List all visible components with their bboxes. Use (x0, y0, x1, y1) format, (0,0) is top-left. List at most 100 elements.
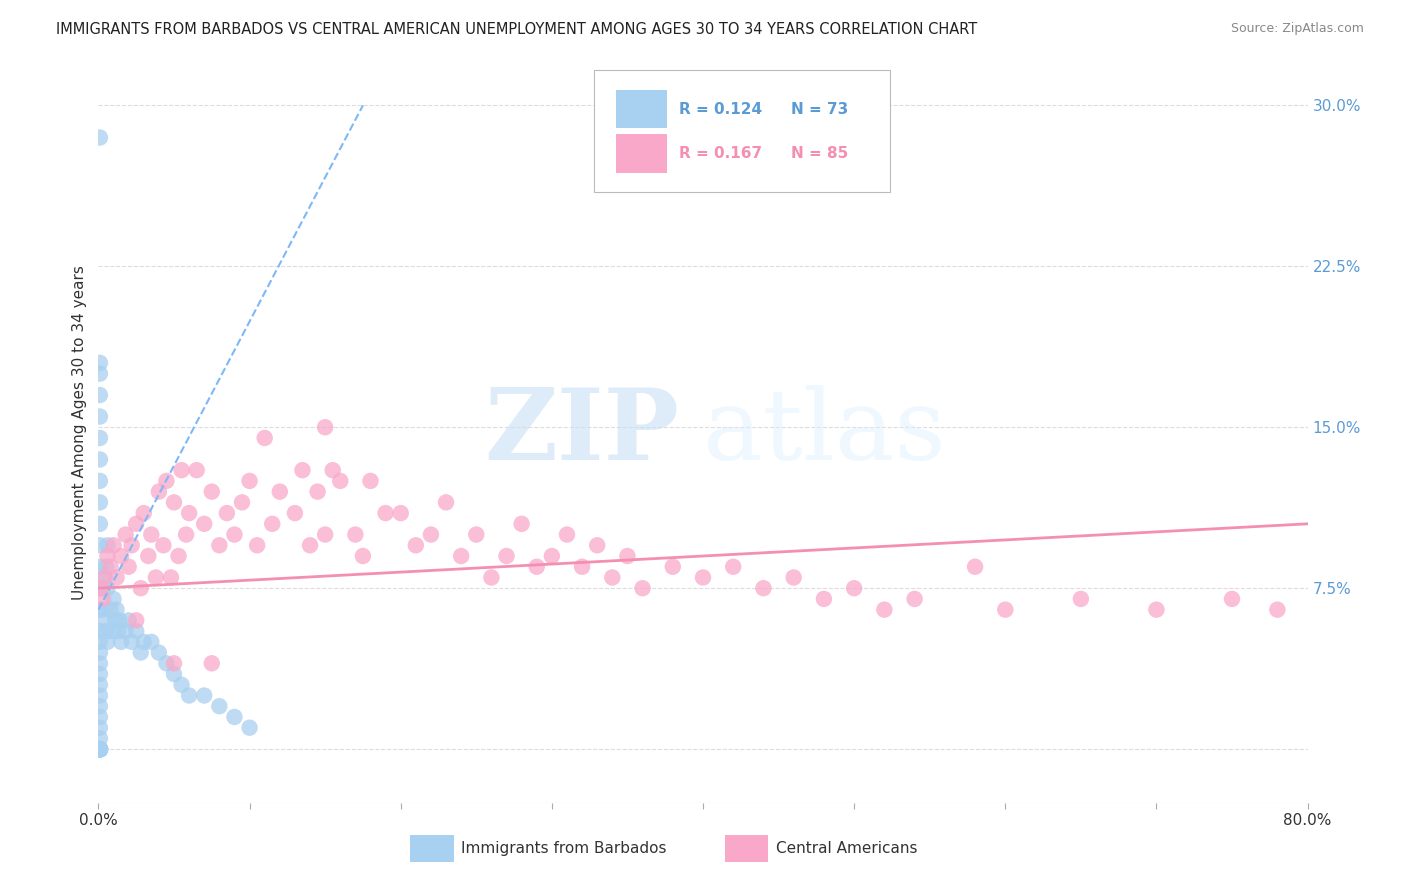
Point (813, 591, 835, 606)
Point (136, 549, 159, 563)
Point (89, 731, 111, 746)
Point (155, 657, 177, 671)
Point (107, 624, 129, 639)
Point (89, 452, 111, 467)
Point (405, 538, 427, 552)
Point (89, 742, 111, 756)
Point (105, 602, 128, 616)
Point (631, 581, 654, 595)
Point (94, 624, 117, 639)
FancyBboxPatch shape (724, 836, 768, 862)
Point (193, 689, 215, 703)
Point (994, 602, 1017, 616)
Point (352, 549, 374, 563)
Point (148, 646, 170, 660)
Point (145, 570, 167, 584)
Point (89, 689, 111, 703)
Point (692, 570, 714, 584)
Point (89, 495, 111, 509)
Point (163, 657, 186, 671)
Y-axis label: Unemployment Among Ages 30 to 34 years: Unemployment Among Ages 30 to 34 years (72, 265, 87, 600)
Point (170, 678, 193, 692)
Point (89, 710, 111, 724)
Point (465, 527, 488, 541)
Point (783, 570, 806, 584)
Point (89, 721, 111, 735)
Point (314, 527, 336, 541)
Point (89, 742, 111, 756)
Point (90, 581, 112, 595)
Point (89, 602, 111, 616)
Point (329, 474, 352, 488)
Point (163, 495, 186, 509)
Point (96, 635, 118, 649)
Point (170, 463, 193, 477)
Point (94, 559, 117, 574)
Point (179, 689, 201, 703)
Point (121, 538, 143, 552)
Point (179, 506, 201, 520)
Point (118, 559, 141, 574)
Point (239, 721, 262, 735)
Point (100, 602, 122, 616)
Text: ZIP: ZIP (484, 384, 679, 481)
Point (129, 581, 152, 595)
Point (100, 559, 122, 574)
Point (231, 495, 253, 509)
Point (96, 549, 118, 563)
Point (89, 130, 111, 145)
Point (208, 699, 231, 714)
Point (132, 635, 155, 649)
Point (108, 614, 131, 628)
Point (125, 614, 148, 628)
Point (89, 538, 111, 552)
Point (148, 484, 170, 499)
Point (201, 657, 224, 671)
Point (89, 699, 111, 714)
Point (526, 559, 548, 574)
Point (89, 742, 111, 756)
Point (89, 742, 111, 756)
Point (89, 431, 111, 445)
FancyBboxPatch shape (595, 70, 890, 192)
Point (121, 635, 143, 649)
Point (965, 559, 987, 574)
Point (89, 742, 111, 756)
Point (89, 474, 111, 488)
Point (167, 549, 190, 563)
Point (89, 356, 111, 370)
Point (89, 667, 111, 681)
Point (118, 614, 141, 628)
Point (1144, 602, 1167, 616)
Point (89, 742, 111, 756)
Point (89, 646, 111, 660)
Point (239, 474, 262, 488)
Point (89, 678, 111, 692)
Point (174, 527, 197, 541)
Point (360, 474, 382, 488)
Point (661, 559, 683, 574)
FancyBboxPatch shape (616, 90, 666, 128)
Point (91, 602, 114, 616)
FancyBboxPatch shape (616, 135, 666, 173)
Text: Source: ZipAtlas.com: Source: ZipAtlas.com (1230, 22, 1364, 36)
Point (481, 570, 503, 584)
Point (89, 742, 111, 756)
Point (201, 484, 224, 499)
Point (307, 484, 329, 499)
Point (104, 614, 127, 628)
Point (904, 591, 927, 606)
Point (389, 506, 412, 520)
Point (571, 559, 593, 574)
FancyBboxPatch shape (411, 836, 454, 862)
Point (314, 420, 336, 434)
Point (110, 635, 132, 649)
Point (284, 506, 307, 520)
Point (420, 527, 443, 541)
Point (752, 581, 775, 595)
Point (129, 646, 152, 660)
Text: R = 0.167: R = 0.167 (679, 146, 762, 161)
Point (91, 591, 114, 606)
Point (89, 559, 111, 574)
Point (89, 742, 111, 756)
